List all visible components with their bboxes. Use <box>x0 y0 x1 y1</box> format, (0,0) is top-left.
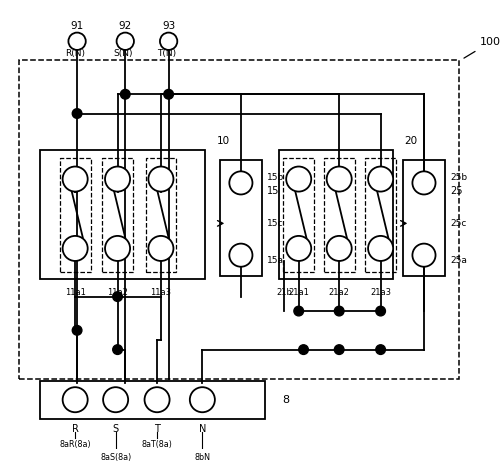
Text: 21a2: 21a2 <box>328 288 349 297</box>
Circle shape <box>62 167 88 192</box>
Circle shape <box>230 171 252 194</box>
Bar <box>324 158 354 272</box>
Circle shape <box>72 325 82 335</box>
Text: 21a1: 21a1 <box>288 288 309 297</box>
Circle shape <box>112 345 122 354</box>
Circle shape <box>105 167 130 192</box>
Bar <box>60 158 90 272</box>
Text: 8: 8 <box>282 395 290 405</box>
Text: 11a1: 11a1 <box>64 288 86 297</box>
Text: 8aS(8a): 8aS(8a) <box>100 453 132 462</box>
Circle shape <box>412 171 436 194</box>
Text: 100: 100 <box>464 37 500 58</box>
Text: R: R <box>72 424 78 434</box>
Text: 93: 93 <box>162 21 175 31</box>
Bar <box>102 158 133 272</box>
Circle shape <box>230 244 252 267</box>
Circle shape <box>103 387 128 412</box>
Text: 21a3: 21a3 <box>370 288 391 297</box>
Text: R(N): R(N) <box>65 49 85 58</box>
Text: 15b: 15b <box>267 173 284 181</box>
Text: 92: 92 <box>118 21 132 31</box>
Text: T(N): T(N) <box>157 49 176 58</box>
Bar <box>284 158 314 272</box>
Circle shape <box>334 345 344 354</box>
Circle shape <box>326 236 351 261</box>
Circle shape <box>116 32 134 50</box>
Circle shape <box>334 306 344 316</box>
Bar <box>40 382 265 419</box>
Circle shape <box>368 167 393 192</box>
Text: 91: 91 <box>70 21 84 31</box>
Circle shape <box>190 387 215 412</box>
Bar <box>40 150 205 279</box>
Circle shape <box>148 236 174 261</box>
Text: 11a2: 11a2 <box>107 288 128 297</box>
Circle shape <box>376 345 386 354</box>
Bar <box>403 160 445 276</box>
Circle shape <box>298 345 308 354</box>
Circle shape <box>62 387 88 412</box>
Circle shape <box>412 244 436 267</box>
Circle shape <box>144 387 170 412</box>
Text: 25a: 25a <box>450 257 467 265</box>
Circle shape <box>294 306 304 316</box>
Circle shape <box>148 167 174 192</box>
Text: S(N): S(N) <box>114 49 133 58</box>
Text: 15a: 15a <box>267 257 284 265</box>
Circle shape <box>164 89 173 99</box>
Circle shape <box>368 236 393 261</box>
Text: 21b: 21b <box>276 288 292 297</box>
Bar <box>220 160 262 276</box>
Text: 8aT(8a): 8aT(8a) <box>142 439 172 449</box>
Text: T: T <box>154 424 160 434</box>
Text: 25b: 25b <box>450 173 467 181</box>
Text: 15: 15 <box>267 186 280 195</box>
Circle shape <box>68 32 86 50</box>
Circle shape <box>286 167 311 192</box>
Text: N: N <box>198 424 206 434</box>
Text: 25: 25 <box>450 186 462 195</box>
Text: 10: 10 <box>217 136 230 145</box>
Bar <box>20 60 458 379</box>
Bar <box>365 158 396 272</box>
Circle shape <box>105 236 130 261</box>
Text: 8aR(8a): 8aR(8a) <box>60 439 91 449</box>
Circle shape <box>160 32 178 50</box>
Text: 11a3: 11a3 <box>150 288 172 297</box>
Text: 20: 20 <box>404 136 418 145</box>
Bar <box>280 150 393 279</box>
Circle shape <box>112 292 122 301</box>
Text: 15c: 15c <box>267 219 283 228</box>
Text: S: S <box>112 424 118 434</box>
Circle shape <box>62 236 88 261</box>
Circle shape <box>286 236 311 261</box>
Text: 25c: 25c <box>450 219 466 228</box>
Bar <box>146 158 176 272</box>
Circle shape <box>72 109 82 119</box>
Text: 8bN: 8bN <box>194 453 210 462</box>
Circle shape <box>120 89 130 99</box>
Circle shape <box>376 306 386 316</box>
Circle shape <box>326 167 351 192</box>
